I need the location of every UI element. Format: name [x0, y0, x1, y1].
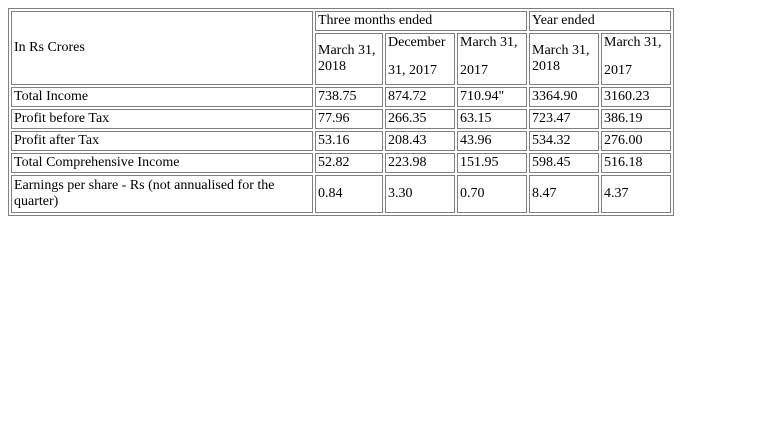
cell-value: 0.84	[315, 175, 383, 213]
cell-value: 3160.23	[601, 87, 671, 107]
col-header-line2: 31, 2017	[388, 63, 437, 78]
col-header-q-dec-2017: December 31, 2017	[385, 33, 455, 85]
row-label: Profit before Tax	[11, 109, 313, 129]
col-header-line2: 2017	[604, 63, 632, 78]
cell-value: 598.45	[529, 153, 599, 173]
cell-value: 3364.90	[529, 87, 599, 107]
col-header-line1: March 31,	[318, 43, 376, 58]
cell-value: 77.96	[315, 109, 383, 129]
group-three-months-header: Three months ended	[315, 11, 527, 31]
cell-value: 63.15	[457, 109, 527, 129]
cell-value: 4.37	[601, 175, 671, 213]
corner-label: In Rs Crores	[11, 11, 313, 85]
cell-value: 710.94"	[457, 87, 527, 107]
col-header-line1: December	[388, 35, 446, 50]
cell-value: 516.18	[601, 153, 671, 173]
cell-value: 43.96	[457, 131, 527, 151]
table-row: Profit after Tax 53.16 208.43 43.96 534.…	[11, 131, 671, 151]
cell-value: 276.00	[601, 131, 671, 151]
col-header-line2: 2018	[318, 59, 346, 74]
table-row: Profit before Tax 77.96 266.35 63.15 723…	[11, 109, 671, 129]
header-row-groups: In Rs Crores Three months ended Year end…	[11, 11, 671, 85]
col-header-y-mar-2018: March 31, 2018	[529, 33, 599, 85]
row-label: Total Comprehensive Income	[11, 153, 313, 173]
cell-value: 52.82	[315, 153, 383, 173]
cell-value: 0.70	[457, 175, 527, 213]
cell-value: 53.16	[315, 131, 383, 151]
group-year-header: Year ended	[529, 11, 671, 31]
cell-value: 223.98	[385, 153, 455, 173]
cell-value: 386.19	[601, 109, 671, 129]
cell-value: 266.35	[385, 109, 455, 129]
cell-value: 723.47	[529, 109, 599, 129]
row-label: Profit after Tax	[11, 131, 313, 151]
cell-value: 8.47	[529, 175, 599, 213]
col-header-q-mar-2018: March 31, 2018	[315, 33, 383, 85]
col-header-q-mar-2017: March 31, 2017	[457, 33, 527, 85]
header-row-dates: March 31, 2018 December 31, 2017 March 3…	[11, 33, 671, 85]
table-row: Total Income 738.75 874.72 710.94" 3364.…	[11, 87, 671, 107]
row-label: Earnings per share - Rs (not annualised …	[11, 175, 313, 213]
col-header-line1: March 31,	[532, 43, 590, 58]
table-row: Earnings per share - Rs (not annualised …	[11, 175, 671, 213]
col-header-y-mar-2017: March 31, 2017	[601, 33, 671, 85]
table-row: Total Comprehensive Income 52.82 223.98 …	[11, 153, 671, 173]
col-header-line1: March 31,	[460, 35, 518, 50]
col-header-line1: March 31,	[604, 35, 662, 50]
cell-value: 874.72	[385, 87, 455, 107]
cell-value: 534.32	[529, 131, 599, 151]
row-label: Total Income	[11, 87, 313, 107]
cell-value: 208.43	[385, 131, 455, 151]
cell-value: 151.95	[457, 153, 527, 173]
financial-results-table: In Rs Crores Three months ended Year end…	[8, 8, 674, 216]
cell-value: 3.30	[385, 175, 455, 213]
col-header-line2: 2018	[532, 59, 560, 74]
cell-value: 738.75	[315, 87, 383, 107]
col-header-line2: 2017	[460, 63, 488, 78]
